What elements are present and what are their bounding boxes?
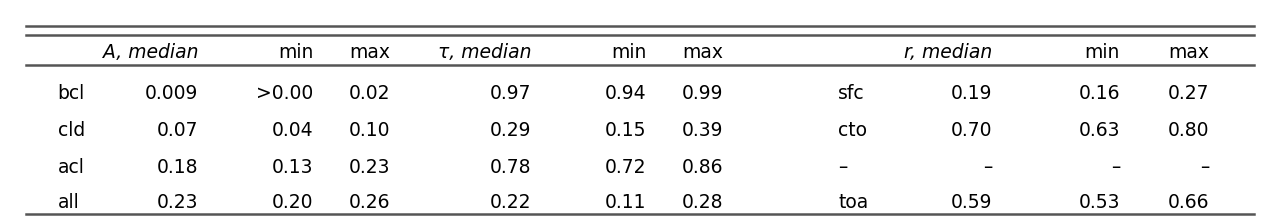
Text: 0.009: 0.009 <box>145 84 198 103</box>
Text: 0.59: 0.59 <box>951 193 992 212</box>
Text: 0.26: 0.26 <box>349 193 390 212</box>
Text: 0.80: 0.80 <box>1169 121 1210 140</box>
Text: min: min <box>278 43 314 62</box>
Text: 0.63: 0.63 <box>1079 121 1120 140</box>
Text: cto: cto <box>838 121 868 140</box>
Text: toa: toa <box>838 193 869 212</box>
Text: 0.23: 0.23 <box>349 158 390 177</box>
Text: 0.72: 0.72 <box>605 158 646 177</box>
Text: –: – <box>1111 158 1120 177</box>
Text: 0.07: 0.07 <box>157 121 198 140</box>
Text: 0.86: 0.86 <box>682 158 723 177</box>
Text: 0.66: 0.66 <box>1169 193 1210 212</box>
Text: 0.94: 0.94 <box>604 84 646 103</box>
Text: >0.00: >0.00 <box>256 84 314 103</box>
Text: A, median: A, median <box>102 43 198 62</box>
Text: 0.23: 0.23 <box>157 193 198 212</box>
Text: 0.22: 0.22 <box>490 193 531 212</box>
Text: bcl: bcl <box>58 84 84 103</box>
Text: 0.53: 0.53 <box>1079 193 1120 212</box>
Text: cld: cld <box>58 121 84 140</box>
Text: 0.27: 0.27 <box>1169 84 1210 103</box>
Text: acl: acl <box>58 158 84 177</box>
Text: 0.11: 0.11 <box>605 193 646 212</box>
Text: 0.04: 0.04 <box>271 121 314 140</box>
Text: 0.97: 0.97 <box>490 84 531 103</box>
Text: 0.78: 0.78 <box>490 158 531 177</box>
Text: 0.13: 0.13 <box>273 158 314 177</box>
Text: 0.20: 0.20 <box>273 193 314 212</box>
Text: 0.16: 0.16 <box>1079 84 1120 103</box>
Text: sfc: sfc <box>838 84 865 103</box>
Text: max: max <box>1169 43 1210 62</box>
Text: 0.28: 0.28 <box>682 193 723 212</box>
Text: 0.15: 0.15 <box>605 121 646 140</box>
Text: 0.10: 0.10 <box>349 121 390 140</box>
Text: τ, median: τ, median <box>438 43 531 62</box>
Text: max: max <box>349 43 390 62</box>
Text: r, median: r, median <box>904 43 992 62</box>
Text: 0.18: 0.18 <box>157 158 198 177</box>
Text: min: min <box>611 43 646 62</box>
Text: all: all <box>58 193 79 212</box>
Text: –: – <box>983 158 992 177</box>
Text: –: – <box>838 158 847 177</box>
Text: min: min <box>1084 43 1120 62</box>
Text: 0.70: 0.70 <box>951 121 992 140</box>
Text: 0.99: 0.99 <box>682 84 723 103</box>
Text: –: – <box>1201 158 1210 177</box>
Text: 0.29: 0.29 <box>490 121 531 140</box>
Text: 0.39: 0.39 <box>682 121 723 140</box>
Text: 0.02: 0.02 <box>349 84 390 103</box>
Text: max: max <box>682 43 723 62</box>
Text: 0.19: 0.19 <box>951 84 992 103</box>
